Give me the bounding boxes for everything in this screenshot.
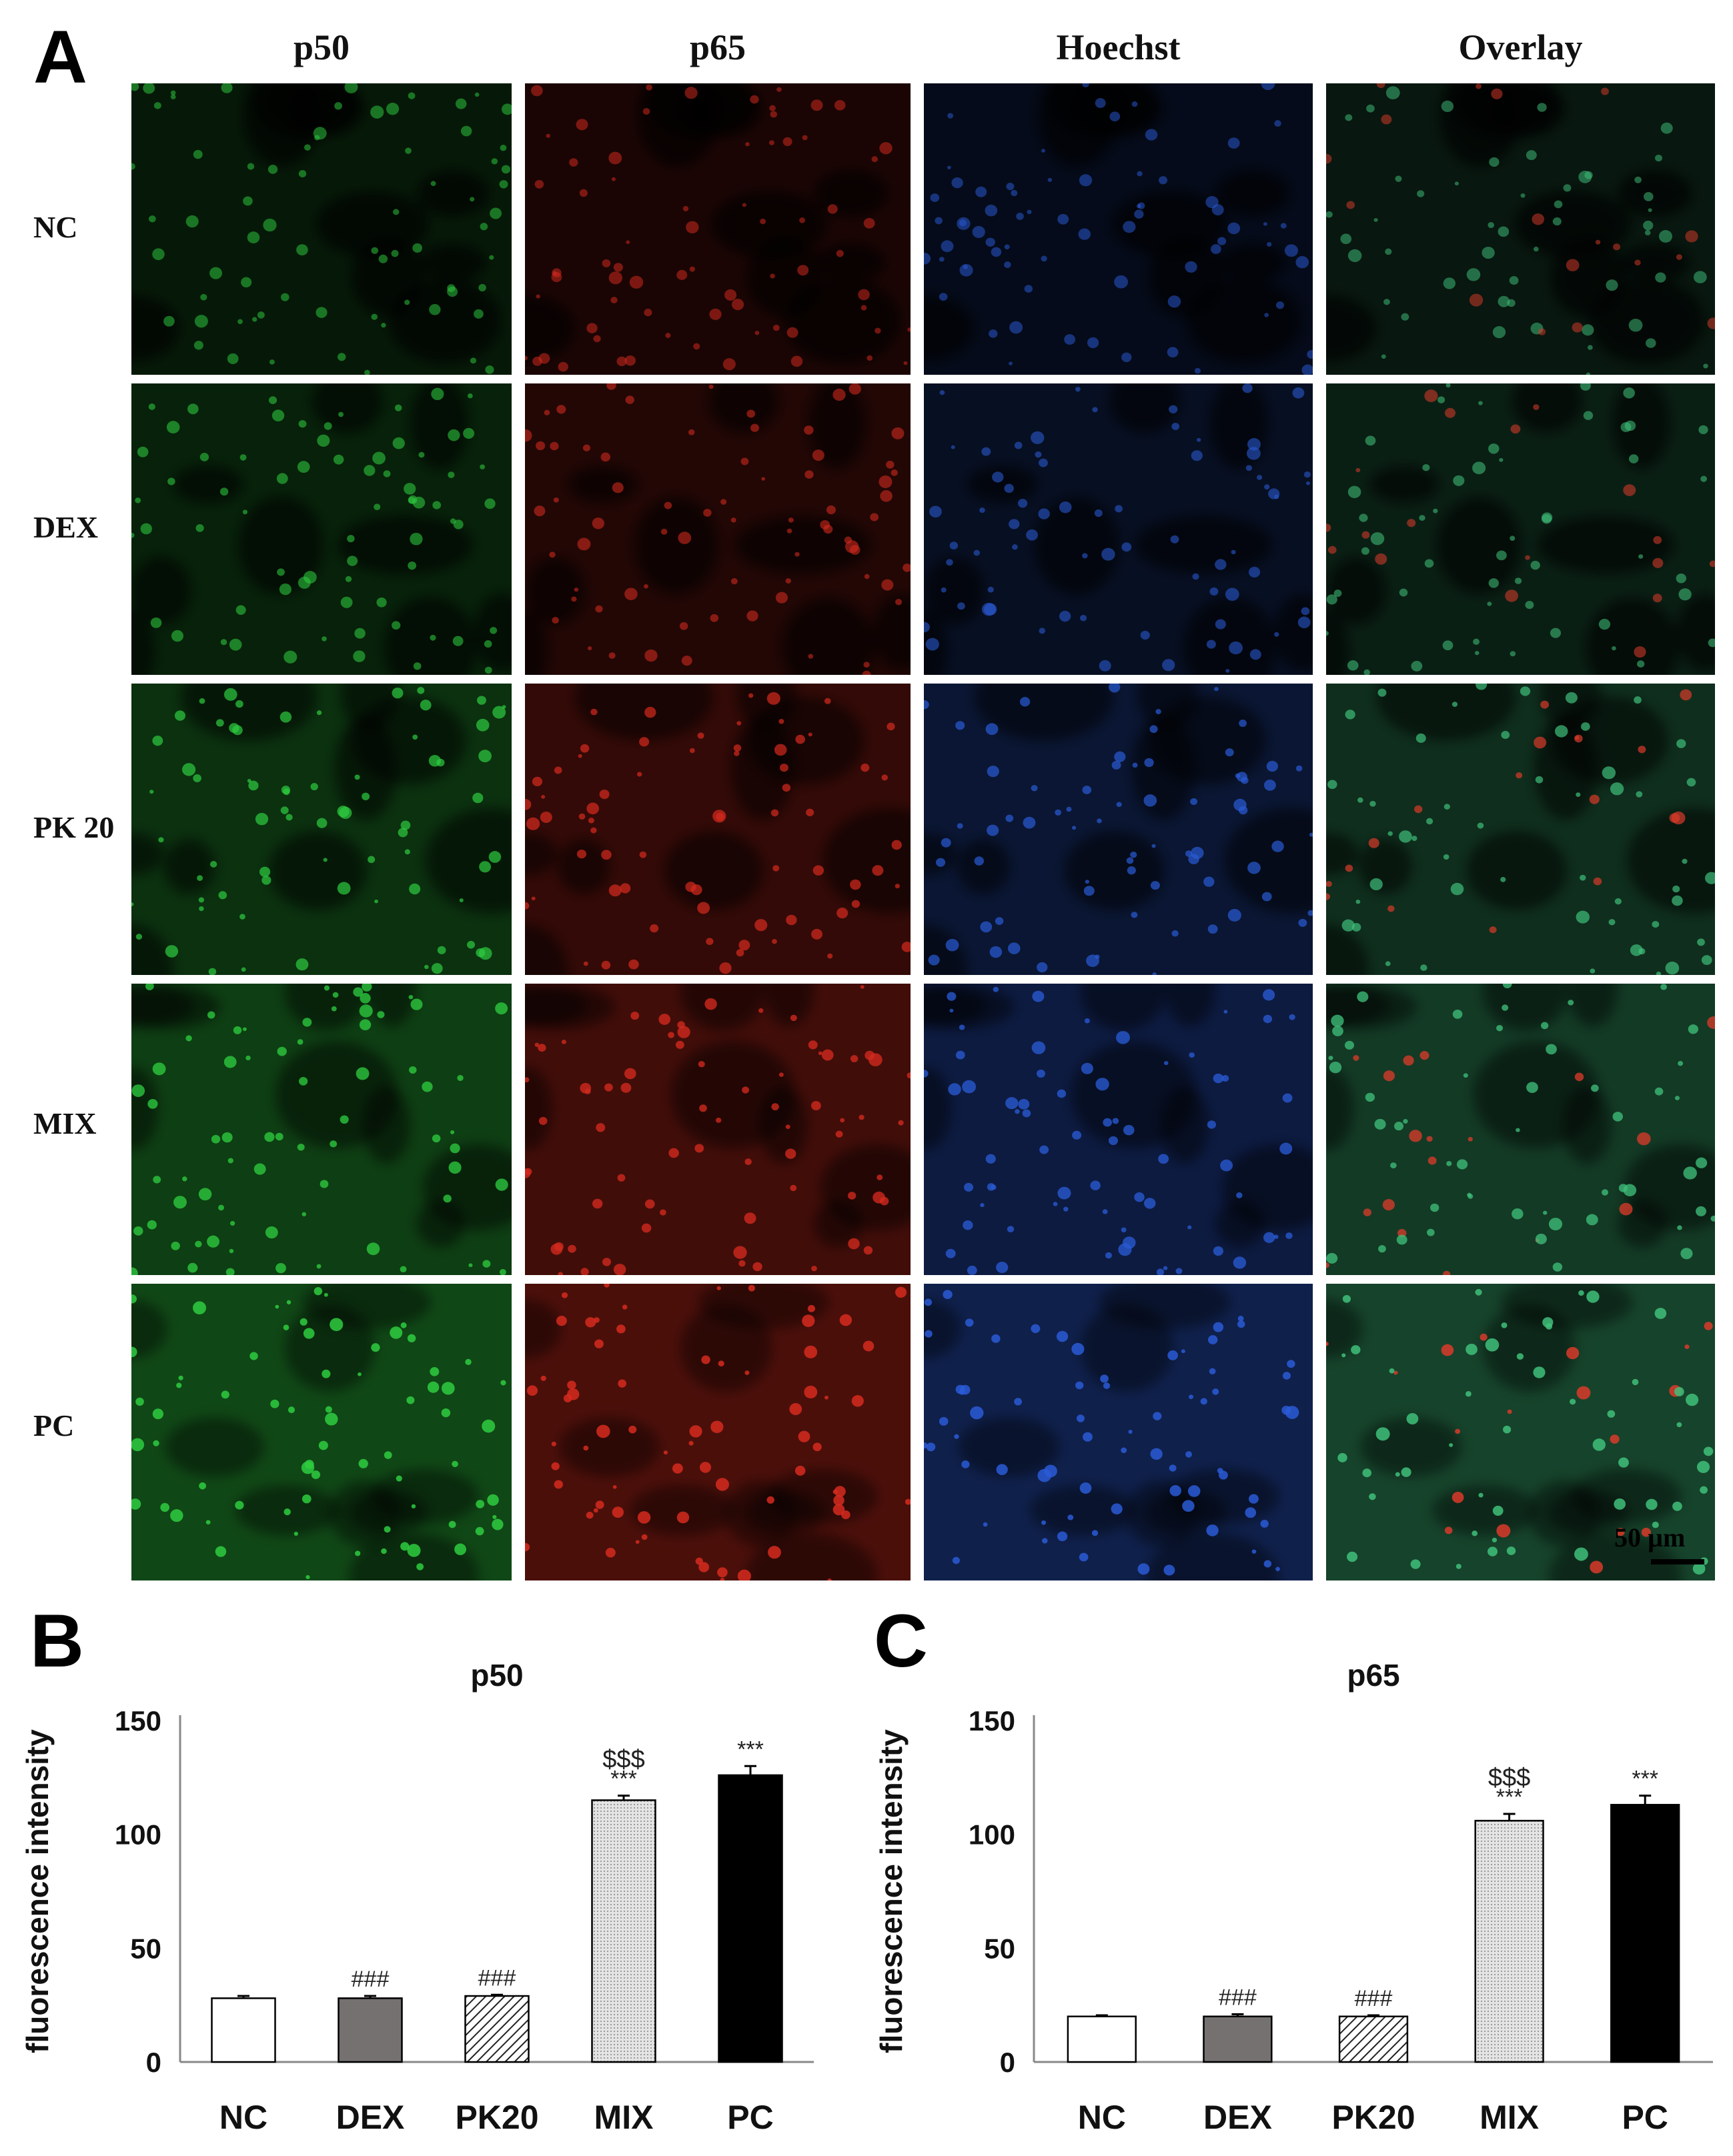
micrograph-pc-p50 <box>131 1284 512 1580</box>
micrograph-nc-p65 <box>525 83 911 375</box>
x-tick-label: PK20 <box>455 2099 538 2136</box>
micrograph-dex-p50 <box>131 383 512 675</box>
chart-title: p65 <box>1347 1658 1399 1693</box>
micrograph-pk20-p65 <box>525 684 911 975</box>
error-bar-dex <box>364 1995 376 1999</box>
y-tick-label: 0 <box>1000 2047 1015 2078</box>
bar-pc <box>1610 1804 1680 2063</box>
bar-mix <box>1474 1819 1544 2063</box>
error-bar-nc <box>237 1995 249 1999</box>
x-tick-label: DEX <box>1203 2099 1272 2136</box>
y-axis-label: fluorescence intensity <box>20 1729 55 2053</box>
significance-label: ### <box>1219 1985 1257 2010</box>
x-tick-label: NC <box>1078 2099 1126 2136</box>
micrograph-mix-overlay <box>1326 984 1715 1275</box>
scale-bar <box>1651 1559 1704 1564</box>
significance-label: ### <box>1355 1986 1393 2011</box>
significance-label: *** <box>610 1767 637 1792</box>
bar-pk20 <box>464 1995 530 2063</box>
chart-title: p50 <box>470 1658 523 1693</box>
error-bar-nc <box>1095 2014 1108 2017</box>
x-tick-label: PC <box>727 2099 773 2136</box>
bar-pk20 <box>1338 2015 1409 2063</box>
significance-label: ### <box>478 1965 516 1991</box>
x-tick-label: NC <box>219 2099 267 2136</box>
error-bar-mix <box>618 1795 630 1801</box>
bar-nc <box>1067 2015 1137 2063</box>
micrograph-pk20-overlay <box>1326 684 1715 975</box>
significance-label: $$$ <box>1488 1764 1530 1792</box>
error-bar-pc <box>744 1765 756 1775</box>
x-tick-label: MIX <box>594 2099 654 2136</box>
micrograph-mix-hoechst <box>924 984 1313 1275</box>
bar-pc <box>718 1774 783 2063</box>
micrograph-pc-p65 <box>525 1284 911 1580</box>
error-bar-mix <box>1503 1813 1516 1821</box>
x-tick-label: PK20 <box>1331 2099 1415 2136</box>
y-tick-label: 50 <box>130 1933 161 1964</box>
row-label-dex: DEX <box>33 510 99 544</box>
y-tick-label: 150 <box>115 1705 161 1737</box>
scale-bar-label: 50 µm <box>1614 1522 1686 1552</box>
x-tick-label: PC <box>1622 2099 1668 2136</box>
error-bar-pk20 <box>491 1993 503 1997</box>
chart-p50: p50 fluorescence intensity 0 50 100 150 NC DEX #… <box>20 1658 814 2136</box>
y-tick-label: 100 <box>969 1819 1015 1851</box>
bar-mix <box>591 1799 656 2063</box>
panel-a-letter: A <box>33 15 87 99</box>
column-header-p50: p50 <box>293 27 350 67</box>
micrograph-dex-p65 <box>525 383 911 675</box>
micrograph-nc-overlay <box>1326 83 1715 375</box>
column-header-overlay: Overlay <box>1458 27 1583 67</box>
micrograph-pc-overlay <box>1326 1284 1715 1580</box>
micrograph-pk20-hoechst <box>924 684 1313 975</box>
panel-b-letter: B <box>30 1599 84 1683</box>
micrograph-pc-hoechst <box>924 1284 1313 1580</box>
micrograph-mix-p65 <box>525 984 911 1275</box>
bar-dex <box>338 1997 403 2063</box>
micrograph-dex-overlay <box>1326 383 1715 675</box>
x-tick-label: DEX <box>336 2099 405 2136</box>
error-bar-pc <box>1639 1795 1652 1805</box>
micrograph-dex-hoechst <box>924 383 1313 675</box>
bar-nc <box>211 1997 276 2063</box>
column-header-p65: p65 <box>689 27 746 67</box>
row-label-pc: PC <box>33 1408 75 1442</box>
micrograph-nc-p50 <box>131 83 512 375</box>
significance-label: ### <box>352 1967 390 1992</box>
row-label-nc: NC <box>33 210 78 244</box>
bar-dex <box>1203 2015 1273 2063</box>
y-axis-label: fluorescence intensity <box>874 1729 909 2053</box>
significance-label: *** <box>737 1737 764 1762</box>
error-bar-pk20 <box>1367 2014 1379 2017</box>
micrograph-mix-p50 <box>131 984 512 1275</box>
row-label-mix: MIX <box>33 1106 97 1140</box>
chart-p65: p65 fluorescence intensity 0 50 100 150 NC DEX #… <box>874 1658 1713 2136</box>
y-tick-label: 0 <box>146 2047 161 2078</box>
y-tick-label: 150 <box>969 1705 1015 1737</box>
significance-label: *** <box>1496 1785 1523 1810</box>
y-tick-label: 100 <box>115 1819 161 1851</box>
row-label-pk20: PK 20 <box>33 810 115 844</box>
x-tick-label: MIX <box>1480 2099 1539 2136</box>
column-header-hoechst: Hoechst <box>1056 27 1181 67</box>
micrograph-pk20-p50 <box>131 684 512 975</box>
micrograph-nc-hoechst <box>924 83 1313 375</box>
significance-label: *** <box>1632 1767 1658 1792</box>
significance-label: $$$ <box>602 1746 644 1774</box>
y-tick-label: 50 <box>984 1933 1015 1964</box>
panel-c-letter: C <box>874 1599 928 1683</box>
error-bar-dex <box>1231 2013 1244 2017</box>
